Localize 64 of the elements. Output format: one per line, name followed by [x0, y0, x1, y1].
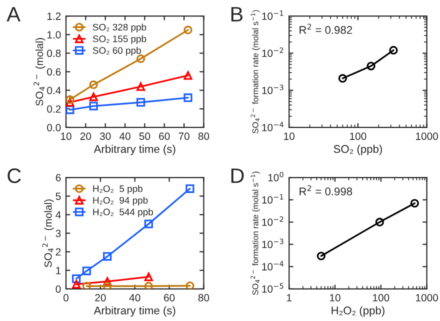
text: D	[231, 168, 244, 183]
y-tick-label: 0.2	[47, 105, 61, 113]
x-tick-label: 1000	[416, 132, 438, 140]
y-tick-label: 10$^{−3}$	[262, 238, 284, 248]
x-tick-label: 80	[198, 294, 210, 302]
y-axis-title: SO$_{4}$$^{2−}$ formation rate (molal s$^{−1}$)	[250, 10, 260, 134]
x-tick-label: 10	[284, 132, 294, 140]
y-axis-title: SO$_{4}$$^{2−}$ (molal)	[34, 38, 46, 106]
x-tick-label: 100	[373, 294, 390, 302]
x-tick-label: 1000	[416, 294, 438, 302]
x-axis-title: SO₂ (ppb)	[334, 144, 382, 156]
text: C	[8, 168, 21, 184]
y-tick-label: 2	[56, 248, 61, 256]
legend-label: SO₂ 155 ppb	[92, 35, 146, 44]
x-tick-label: 20	[95, 294, 106, 302]
x-tick-label: 40	[119, 132, 130, 140]
legend-label: H₂O₂ 5 ppb	[93, 185, 142, 194]
x-tick-label: 50	[139, 132, 150, 140]
y-tick-label: 10$^{−3}$	[262, 84, 284, 94]
annotation: R$^{2}$ = 0.982	[300, 24, 352, 34]
x-axis-title: Arbitrary time (s)	[94, 306, 176, 317]
y-tick-label: 10$^{−4}$	[262, 261, 284, 270]
y-tick-label: 1.2	[47, 12, 61, 20]
x-tick-label: 20	[80, 132, 92, 140]
y-tick-label: 10$^{−2}$	[262, 47, 284, 57]
x-tick-label: 30	[100, 132, 111, 140]
legend-label: SO₂ 328 ppb	[92, 24, 146, 32]
x-tick-label: 60	[164, 294, 175, 302]
y-tick-label: 3	[56, 230, 61, 238]
y-tick-label: 0.6	[47, 68, 61, 76]
x-tick-label: 70	[178, 132, 190, 140]
text: B	[231, 7, 242, 22]
annotation: R$^{2}$ = 0.998	[300, 185, 352, 196]
y-tick-label: 6	[56, 174, 61, 182]
x-axis-title: Arbitrary time (s)	[94, 144, 176, 156]
y-tick-label: 0	[56, 285, 61, 293]
legend-label: H₂O₂ 94 ppb	[93, 196, 148, 206]
text: A	[6, 7, 20, 22]
x-tick-label: 80	[198, 132, 210, 140]
y-axis-title: SO$_{4}$$^{2−}$ (molal)	[42, 200, 54, 268]
x-axis-title: H₂O₂ (ppb)	[332, 306, 384, 317]
y-axis-title: SO$_{4}$$^{2−}$ formation rate (molal s$^{−1}$)	[250, 172, 260, 295]
x-tick-label: 0	[64, 294, 68, 302]
x-tick-label: 10	[330, 294, 340, 302]
y-tick-label: 10$^{−1}$	[262, 10, 284, 20]
x-tick-label: 60	[159, 132, 170, 140]
y-tick-label: 10$^{−4}$	[262, 122, 284, 132]
legend-label: SO₂ 60 ppb	[92, 46, 141, 56]
y-tick-label: 10$^{−5}$	[262, 283, 284, 293]
y-tick-label: 5	[56, 192, 61, 200]
y-tick-label: 0.0	[47, 124, 61, 132]
y-tick-label: 0.8	[47, 50, 61, 58]
y-tick-label: 1	[56, 266, 61, 274]
y-tick-label: 10$^{−1}$	[262, 194, 284, 204]
x-tick-label: 1	[286, 294, 292, 302]
x-tick-label: 10	[61, 132, 72, 140]
y-tick-label: 1.0	[47, 31, 61, 38]
x-tick-label: 100	[350, 132, 366, 140]
y-tick-label: 10$^{0}$	[268, 172, 284, 182]
y-tick-label: 4	[56, 211, 61, 218]
x-tick-label: 40	[129, 294, 140, 302]
legend-label: H₂O₂ 544 ppb	[93, 208, 153, 218]
y-tick-label: 10$^{−2}$	[262, 216, 284, 226]
y-tick-label: 0.4	[47, 86, 61, 94]
